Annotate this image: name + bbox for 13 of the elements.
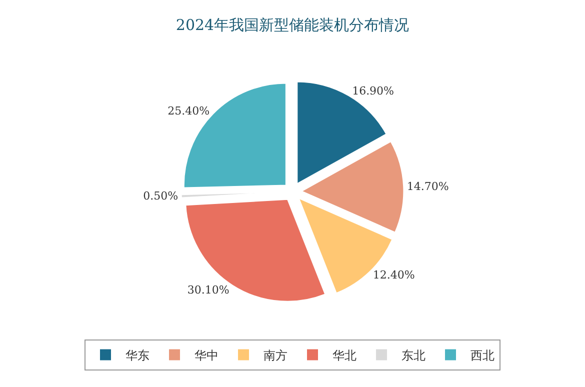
data-label: 30.10% — [187, 283, 230, 296]
chart-title: 2024年我国新型储能装机分布情况 — [176, 16, 410, 34]
data-label: 12.40% — [372, 268, 415, 282]
data-label: 25.40% — [168, 104, 210, 118]
data-label: 14.70% — [406, 180, 449, 193]
legend-label: 南方 — [264, 348, 288, 362]
legend-label: 华中 — [194, 348, 218, 362]
data-label: 0.50% — [143, 190, 178, 203]
legend-label: 华北 — [332, 348, 356, 362]
data-label: 16.90% — [352, 84, 394, 98]
legend-label: 东北 — [402, 348, 426, 362]
legend-label: 西北 — [470, 348, 494, 362]
legend-label: 华东 — [126, 348, 150, 362]
